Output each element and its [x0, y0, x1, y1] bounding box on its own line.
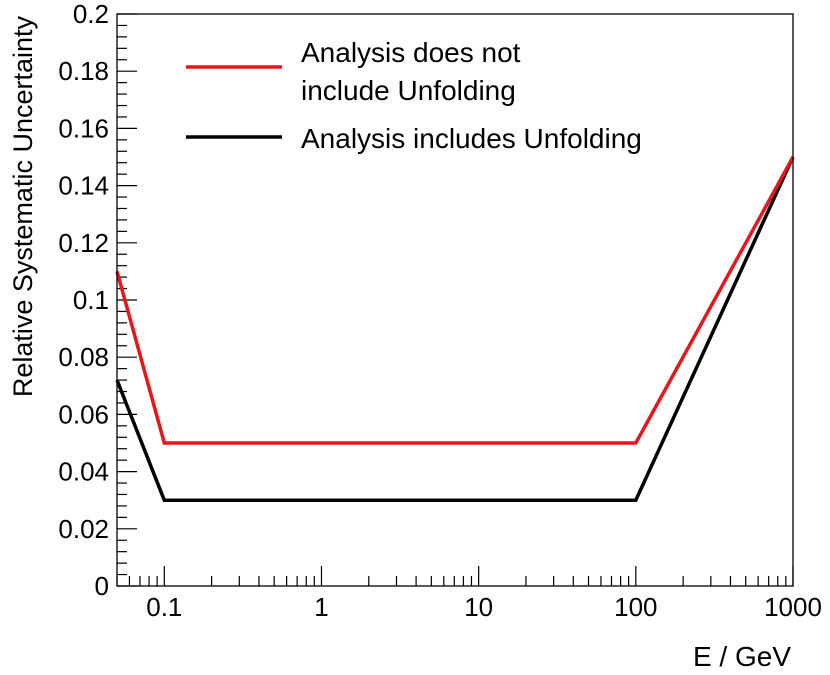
legend-label-2: Analysis includes Unfolding [301, 123, 642, 154]
legend: Analysis does not include Unfolding Analys… [186, 37, 642, 154]
y-tick-label: 0 [95, 571, 109, 601]
tick-label-layer: 0 0.02 0.04 0.06 0.08 0.1 0.12 0.14 0.16 0.18 0.2 0… [58, 0, 822, 622]
legend-label-1: Analysis does not [301, 37, 521, 68]
x-axis-label: E / GeV [693, 641, 791, 672]
y-tick-label: 0.02 [58, 514, 109, 544]
y-tick-label: 0.1 [73, 285, 109, 315]
y-tick-label: 0.14 [58, 171, 109, 201]
x-tick-label: 10 [464, 592, 493, 622]
x-tick-label: 100 [614, 592, 657, 622]
y-tick-label: 0.04 [58, 457, 109, 487]
series-line-2 [115, 156, 795, 502]
y-tick-label: 0.08 [58, 342, 109, 372]
y-axis-label: Relative Systematic Uncertainty [8, 16, 38, 398]
series-layer [115, 156, 795, 502]
y-tick-label: 0.06 [58, 399, 109, 429]
plot-frame [116, 13, 794, 587]
y-tick-label: 0.18 [58, 56, 109, 86]
y-tick-label: 0.16 [58, 113, 109, 143]
x-tick-label: 1 [314, 592, 328, 622]
x-tick-label: 1000 [764, 592, 822, 622]
ticks-layer [116, 13, 794, 587]
legend-label-1: include Unfolding [301, 75, 516, 106]
series-line-1 [115, 156, 795, 445]
x-tick-label: 0.1 [146, 592, 182, 622]
y-tick-label: 0.12 [58, 228, 109, 258]
y-tick-label: 0.2 [73, 0, 109, 29]
